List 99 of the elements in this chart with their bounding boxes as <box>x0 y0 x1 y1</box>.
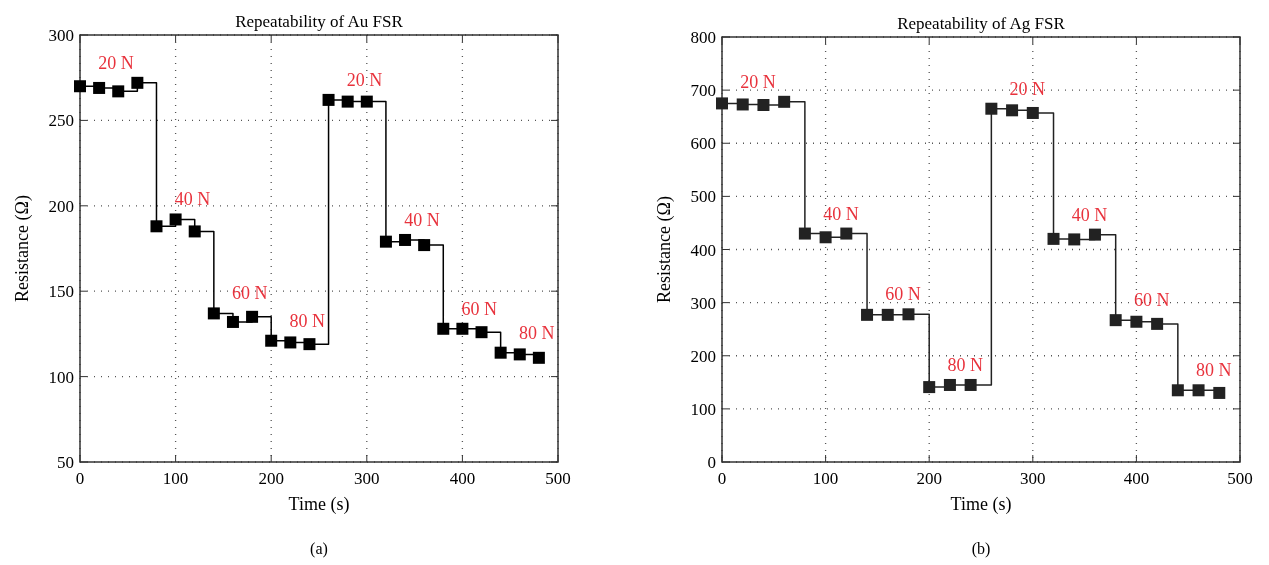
point <box>226 315 239 328</box>
annotation: 20 N <box>346 69 383 90</box>
point <box>93 81 106 94</box>
y-tick-label: 700 <box>690 81 716 101</box>
y-axis-title: Resistance (Ω) <box>12 195 33 302</box>
point <box>150 220 163 233</box>
text: (a) <box>310 540 328 558</box>
point <box>1151 317 1164 330</box>
x-tick-label: 400 <box>1123 469 1150 488</box>
point <box>437 322 450 335</box>
point <box>399 233 412 246</box>
point <box>757 99 770 111</box>
annotation: 60 N <box>461 298 498 319</box>
annotation: 40 N <box>404 209 440 230</box>
point <box>923 381 936 394</box>
point <box>964 378 977 391</box>
y-tick-label: 50 <box>57 453 74 472</box>
point <box>169 213 182 226</box>
x-tick-label: 100 <box>162 469 189 488</box>
point <box>360 95 373 108</box>
x-tick-label: 500 <box>545 469 571 488</box>
annotation: 60 N <box>1133 290 1170 311</box>
point <box>943 378 956 391</box>
y-tick-label: 300 <box>48 26 74 45</box>
point <box>303 338 316 351</box>
chart-title: Repeatability of Au FSR <box>235 12 404 31</box>
annotation: 60 N <box>232 283 268 304</box>
annotation: 80 N <box>289 310 325 331</box>
annotation: 20 N <box>740 71 776 92</box>
point <box>494 346 507 359</box>
point <box>1130 315 1143 328</box>
y-tick-label: 200 <box>48 196 74 216</box>
point <box>418 239 431 252</box>
y-tick-label: 0 <box>707 453 716 472</box>
point <box>475 326 488 339</box>
annotation: 40 N <box>823 203 859 224</box>
point <box>840 227 853 240</box>
point <box>1088 228 1101 241</box>
point <box>265 334 278 347</box>
point <box>188 225 201 238</box>
point <box>284 336 297 349</box>
point <box>1171 384 1184 397</box>
point <box>131 76 144 89</box>
point <box>532 351 545 364</box>
x-tick-label: 300 <box>354 469 380 488</box>
y-axis-title: Resistance (Ω) <box>654 196 675 303</box>
annotation: 80 N <box>947 354 983 375</box>
y-tick-label: 400 <box>690 240 716 260</box>
x-axis-title: Time (s) <box>288 494 350 515</box>
point <box>1006 104 1019 117</box>
x-tick-label: 400 <box>449 469 476 488</box>
point <box>246 310 259 323</box>
point <box>778 95 791 108</box>
y-tick-label: 250 <box>48 111 74 131</box>
annotation: 20 N <box>1009 78 1046 99</box>
point <box>74 80 86 93</box>
point <box>1047 232 1060 245</box>
x-tick-label: 300 <box>1020 469 1046 488</box>
point <box>112 85 125 98</box>
y-tick-label: 100 <box>48 367 74 387</box>
annotation: 60 N <box>885 284 921 305</box>
point <box>1068 233 1081 246</box>
point <box>1109 314 1122 327</box>
point <box>881 308 894 321</box>
point <box>1213 386 1226 399</box>
point <box>736 98 749 111</box>
annotation: 40 N <box>1071 204 1108 225</box>
point <box>341 95 354 108</box>
point <box>207 307 220 320</box>
text: (b) <box>971 540 991 558</box>
point <box>819 231 832 244</box>
annotation: 80 N <box>1196 360 1232 381</box>
point <box>861 308 874 321</box>
y-tick-label: 150 <box>48 282 74 302</box>
annotation: 20 N <box>98 52 134 73</box>
y-tick-label: 500 <box>690 187 716 207</box>
point <box>798 227 811 240</box>
annotation: 40 N <box>174 189 211 210</box>
point <box>513 348 526 361</box>
point <box>985 102 998 115</box>
x-axis-title: Time (s) <box>950 494 1012 515</box>
y-tick-label: 300 <box>690 293 716 313</box>
point <box>322 93 335 106</box>
point <box>1026 106 1039 119</box>
point <box>456 322 469 335</box>
annotation: 80 N <box>518 322 555 343</box>
point <box>902 308 915 321</box>
x-tick-label: 100 <box>812 469 839 488</box>
y-tick-label: 200 <box>690 346 716 366</box>
y-tick-label: 100 <box>690 399 716 419</box>
point <box>716 97 728 110</box>
x-tick-label: 200 <box>258 469 284 488</box>
y-tick-label: 600 <box>690 134 716 154</box>
chart-title: Repeatability of Ag FSR <box>897 14 1066 33</box>
y-tick-label: 800 <box>690 28 716 47</box>
x-tick-label: 500 <box>1227 469 1253 488</box>
point <box>1192 384 1205 397</box>
x-tick-label: 200 <box>916 469 942 488</box>
point <box>379 235 392 248</box>
